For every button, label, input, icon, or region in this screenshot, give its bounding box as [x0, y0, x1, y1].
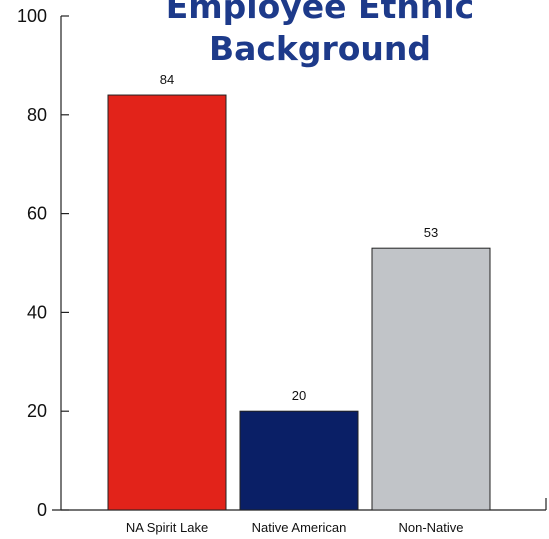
chart-title: Employee Ethnic Background [150, 0, 490, 70]
y-tick-label-100: 100 [17, 6, 47, 26]
bar-native-american [239, 410, 359, 511]
category-label-0: NA Spirit Lake [126, 520, 208, 535]
category-label-1: Native American [252, 520, 347, 535]
y-tick-label-0: 0 [37, 500, 47, 520]
chart-title-line-2: Background [208, 29, 432, 68]
labels: 0 20 40 60 80 100 84 NA Spirit Lake 20 Native Ame… [17, 6, 464, 535]
bar-non-native [371, 247, 491, 511]
y-tick-label-40: 40 [27, 302, 47, 322]
data-label-1: 20 [292, 388, 306, 403]
chart-title-line-1: Employee Ethnic [165, 0, 475, 26]
category-label-2: Non-Native [398, 520, 463, 535]
data-label-0: 84 [160, 72, 174, 87]
bar-na-spirit-lake [107, 94, 227, 511]
y-tick-label-60: 60 [27, 204, 47, 224]
y-tick-label-80: 80 [27, 105, 47, 125]
y-tick-label-20: 20 [27, 401, 47, 421]
bars [107, 94, 491, 511]
data-label-2: 53 [424, 225, 438, 240]
